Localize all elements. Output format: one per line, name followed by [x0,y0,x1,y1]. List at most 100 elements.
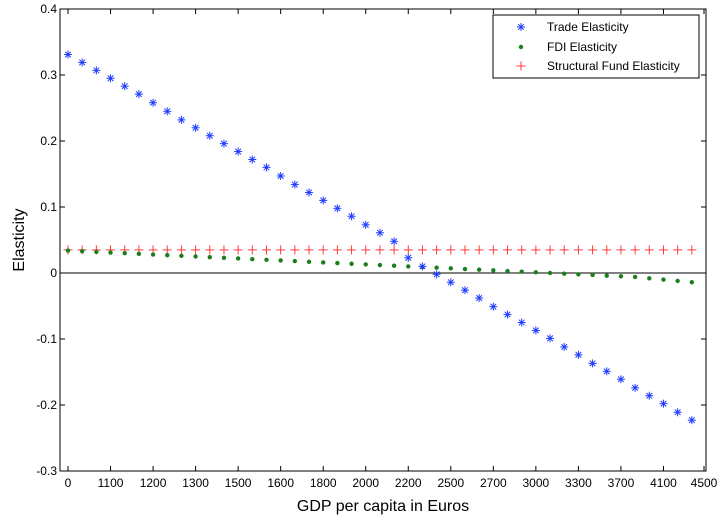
data-point [219,139,228,148]
data-point [122,251,127,256]
data-point [235,256,241,261]
data-point [120,82,129,91]
data-point [675,278,680,284]
data-point [432,270,441,279]
data-point [562,271,567,276]
data-point [406,264,411,269]
data-point [418,262,427,271]
data-point [687,416,696,425]
data-point [319,196,328,205]
data-point [644,245,654,255]
data-point [64,50,72,59]
data-point [150,252,156,257]
data-point [519,269,524,274]
data-point [434,265,439,270]
data-point [618,274,624,279]
data-point [560,342,569,351]
data-point [349,261,354,266]
data-point [573,245,583,255]
data-point [673,245,683,255]
data-point [446,245,456,255]
data-point [590,272,595,278]
plot-area [59,8,707,472]
data-point [149,98,158,107]
legend-markers [516,23,526,71]
data-point [673,408,682,417]
data-point [547,270,553,276]
data-point [375,228,384,237]
data-point [193,254,198,259]
data-point [262,163,271,172]
data-point [177,115,186,124]
data-point [489,302,498,311]
data-point [361,245,371,255]
data-point [659,399,668,408]
data-point [661,277,666,282]
series-trade-elasticity [64,50,696,425]
data-point [191,123,200,132]
x-tick-label: 3000 [523,476,550,490]
x-axis: 0 1100 1200 1300 1500 1600 1800 2000 2200 2500 270… [65,9,718,490]
legend-label-trade: Trade Elasticity [547,20,629,34]
data-point [403,245,413,255]
data-point [462,266,468,272]
data-point [390,237,399,246]
legend-label-structural-fund: Structural Fund Elasticity [547,59,680,73]
data-point [389,245,399,255]
data-point [276,245,286,255]
data-point [503,310,512,319]
data-point [630,245,640,255]
data-point [92,66,101,75]
data-point [505,268,510,274]
data-point [576,272,581,277]
data-point [292,258,298,264]
data-point [65,248,71,253]
data-point [531,326,540,335]
data-point [347,212,356,221]
data-point [233,245,243,255]
x-tick-label: 3300 [565,476,592,490]
data-point [94,249,99,255]
y-tick-label: 0.2 [40,134,57,148]
data-point [645,391,654,400]
data-point [176,245,186,255]
data-point [335,260,340,266]
data-point [205,131,214,140]
data-point [404,253,413,262]
data-point [616,245,626,255]
data-point [545,245,555,255]
data-point [304,245,314,255]
data-point [391,263,397,268]
data-point [531,245,541,255]
data-point [602,245,612,255]
data-point [448,266,453,271]
data-point [546,334,555,343]
data-point [375,245,385,255]
data-point [460,245,470,255]
data-point [333,204,342,213]
data-point [234,147,243,156]
data-point [248,155,257,164]
x-tick-label: 2500 [437,476,464,490]
data-point [689,280,695,285]
data-point [604,273,609,278]
data-point [79,249,85,254]
data-point [517,245,527,255]
x-axis-label: GDP per capita in Euros [297,498,469,515]
data-point [432,245,442,255]
data-point [658,245,668,255]
data-point [136,251,142,257]
data-point [318,245,328,255]
data-point [588,245,598,255]
legend-box [492,14,700,79]
series-fdi-elasticity [65,248,695,285]
data-point [321,260,326,265]
legend-label-fdi: FDI Elasticity [547,40,617,54]
y-tick-label: 0.3 [40,68,57,82]
data-point [78,58,87,67]
data-point [106,74,115,83]
series-structural-fund-elasticity [63,245,697,255]
data-point [363,262,368,267]
data-point [377,262,383,268]
data-point [276,171,285,180]
